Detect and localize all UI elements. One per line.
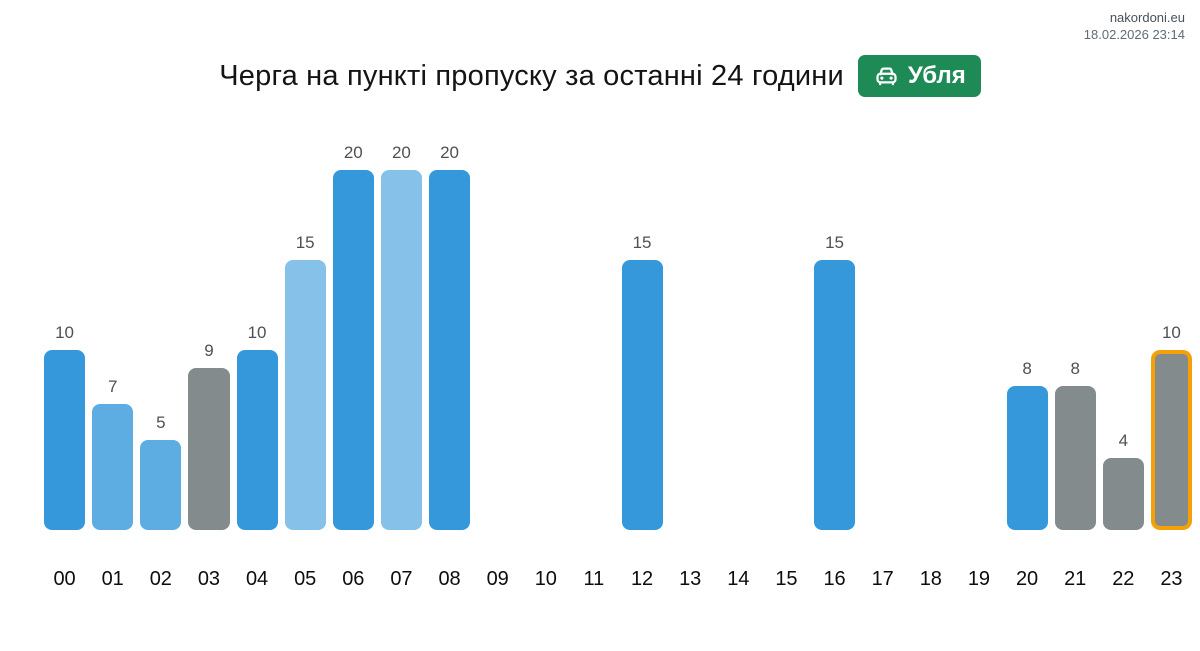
- x-axis-label: 00: [53, 568, 76, 590]
- bar-08[interactable]: [429, 170, 471, 530]
- x-axis: 00 01 02 03 04 05 06 07 08 09 10 11 12 13 14 15 16 17 18 19…: [44, 568, 1192, 591]
- header-meta: nakordoni.eu 18.02.2026 23:14: [1084, 9, 1185, 43]
- bar-column: 8: [1054, 0, 1096, 530]
- x-axis-label: 12: [630, 568, 654, 590]
- bar-16[interactable]: [814, 260, 856, 530]
- bar-column: [766, 0, 807, 530]
- bar-value-label: 15: [295, 233, 315, 252]
- bar-column: 20: [380, 0, 422, 530]
- bar-value-label: 5: [156, 413, 166, 432]
- bar-column: [525, 0, 566, 530]
- bar-column: 8: [1006, 0, 1048, 530]
- page-title: Черга на пункті пропуску за останні 24 г…: [219, 59, 844, 92]
- bar-column: 20: [332, 0, 374, 530]
- crossing-badge-label: Убля: [907, 62, 966, 89]
- bar-23[interactable]: [1150, 350, 1192, 530]
- x-axis-label: 06: [342, 568, 365, 590]
- x-axis-label: 08: [438, 568, 461, 590]
- x-axis-label: 16: [823, 568, 846, 590]
- bar-column: 15: [621, 0, 663, 530]
- bar-column: [477, 0, 518, 530]
- queue-chart-plot: 10 7 5 9 10 15 20 20 20 15 15 8 8 4 10: [44, 0, 1192, 530]
- x-axis-label: 14: [727, 568, 750, 590]
- bar-column: [718, 0, 759, 530]
- bar-column: 10: [1150, 0, 1192, 530]
- bar-value-label: 10: [55, 323, 75, 342]
- x-axis-label: 18: [919, 568, 942, 590]
- bar-column: 20: [429, 0, 471, 530]
- bar-05[interactable]: [284, 260, 326, 530]
- title-row: Черга на пункті пропуску за останні 24 г…: [0, 55, 1200, 97]
- bar-column: 10: [44, 0, 86, 530]
- bar-value-label: 20: [440, 143, 460, 162]
- x-axis-label: 05: [294, 568, 317, 590]
- site-link[interactable]: nakordoni.eu: [1109, 10, 1185, 25]
- x-axis-label: 07: [390, 568, 413, 590]
- bar-00[interactable]: [44, 350, 86, 530]
- bar-value-label: 15: [825, 233, 845, 252]
- bar-value-label: 8: [1070, 359, 1080, 378]
- x-axis-label: 01: [101, 568, 124, 590]
- x-axis-label: 09: [486, 568, 509, 590]
- bar-06[interactable]: [332, 170, 374, 530]
- bar-value-label: 8: [1022, 359, 1032, 378]
- x-axis-label: 22: [1112, 568, 1135, 590]
- bar-12[interactable]: [621, 260, 663, 530]
- bar-column: 5: [140, 0, 182, 530]
- bar-value-label: 9: [204, 341, 214, 360]
- x-axis-label: 11: [583, 568, 605, 590]
- x-axis-label: 04: [245, 568, 269, 590]
- bar-20[interactable]: [1006, 386, 1048, 530]
- bar-column: 15: [814, 0, 856, 530]
- x-axis-label: 17: [871, 568, 894, 590]
- bar-column: 10: [236, 0, 278, 530]
- x-axis-label: 19: [967, 568, 991, 590]
- x-axis-label: 21: [1064, 568, 1087, 590]
- bar-value-label: 15: [632, 233, 652, 252]
- bar-column: 15: [284, 0, 326, 530]
- bar-07[interactable]: [380, 170, 422, 530]
- bar-04[interactable]: [236, 350, 278, 530]
- bar-02[interactable]: [140, 440, 182, 530]
- bar-column: 7: [92, 0, 134, 530]
- bar-column: 4: [1102, 0, 1144, 530]
- bar-value-label: 20: [343, 143, 363, 162]
- timestamp: 18.02.2026 23:14: [1083, 27, 1185, 42]
- bar-column: [862, 0, 903, 530]
- bar-value-label: 10: [1161, 323, 1181, 342]
- x-axis-label: 10: [534, 568, 557, 590]
- bar-column: 9: [188, 0, 230, 530]
- bar-03[interactable]: [188, 368, 230, 530]
- bar-column: [910, 0, 951, 530]
- x-axis-label: 13: [679, 568, 702, 590]
- bar-01[interactable]: [92, 404, 134, 530]
- bar-column: [670, 0, 711, 530]
- bar-column: [958, 0, 999, 530]
- bar-value-label: 4: [1118, 431, 1129, 450]
- bar-column: [573, 0, 614, 530]
- x-axis-label: 02: [149, 568, 172, 590]
- crossing-badge[interactable]: Убля: [857, 55, 981, 97]
- bar-value-label: 10: [247, 323, 267, 342]
- bar-21[interactable]: [1054, 386, 1096, 530]
- bar-value-label: 7: [107, 377, 118, 396]
- x-axis-label: 23: [1160, 568, 1183, 590]
- car-icon: [873, 63, 900, 90]
- x-axis-label: 15: [775, 568, 798, 590]
- bar-22[interactable]: [1102, 458, 1144, 530]
- x-axis-label: 03: [197, 568, 221, 590]
- x-axis-label: 20: [1015, 568, 1039, 590]
- bar-value-label: 20: [391, 143, 411, 162]
